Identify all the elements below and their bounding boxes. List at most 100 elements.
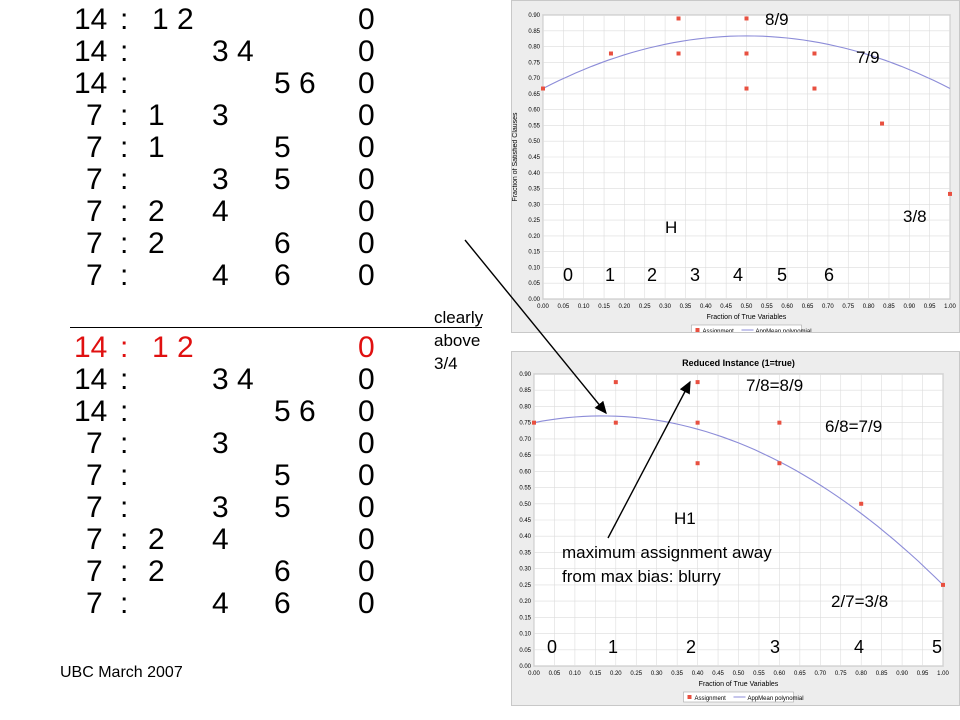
y-tick-label: 0.15 [519, 615, 531, 621]
clause-z: 0 [358, 3, 375, 36]
y-tick-label: 0.60 [519, 469, 531, 475]
top-chart-svg: 0.00 0.05 0.10 0.15 0.20 0.25 0.30 0.35 0.40 0.45… [512, 13, 956, 332]
chart-overlay-n4: 4 [854, 637, 865, 657]
clause-c: : [120, 195, 129, 228]
y-tick-label: 0.00 [528, 297, 540, 303]
chart-overlay-n1: 1 [605, 265, 616, 285]
y-tick-label: 0.50 [519, 502, 531, 508]
assignment-point [608, 51, 613, 56]
clause-c: : [120, 395, 129, 428]
chart-overlay-n3: 3 [770, 637, 781, 657]
y-tick-label: 0.70 [528, 76, 540, 82]
y-tick-label: 0.85 [528, 29, 540, 35]
clause-row: 14:1 2 0 [0, 2, 420, 38]
assignment-point [613, 380, 618, 385]
clause-w: 14 [74, 3, 108, 36]
clause-w: 7 [86, 587, 103, 620]
y-tick-label: 0.70 [519, 437, 531, 443]
clause-d: 5 [274, 459, 291, 492]
y-tick-label: 0.05 [528, 281, 540, 287]
clause-d: 5 [274, 491, 291, 524]
clause-b: 3 4 [212, 35, 254, 68]
x-tick-label: 0.95 [917, 671, 929, 677]
x-tick-label: 0.55 [761, 304, 773, 310]
legend-marker [695, 328, 700, 332]
y-tick-label: 0.65 [519, 453, 531, 459]
clause-w: 7 [86, 491, 103, 524]
clause-z: 0 [358, 523, 375, 556]
x-tick-label: 0.70 [822, 304, 834, 310]
clause-row: 7: 3 5 0 [0, 490, 420, 526]
x-tick-label: 0.80 [855, 671, 867, 677]
clause-z: 0 [358, 35, 375, 68]
chart-overlay-n2: 2 [686, 637, 697, 657]
assignment-point [676, 16, 681, 21]
appmean-polynomial-line [542, 35, 951, 89]
clause-c: : [120, 491, 129, 524]
x-tick-label: 0.15 [590, 671, 602, 677]
clause-c: : [120, 227, 129, 260]
y-tick-label: 0.55 [528, 123, 540, 129]
clause-w: 7 [86, 131, 103, 164]
clause-a: 2 [148, 555, 165, 588]
max-assignment-note-1: maximum assignment away [562, 543, 772, 562]
y-tick-label: 0.90 [519, 372, 531, 378]
x-tick-label: 0.90 [896, 671, 908, 677]
clause-w: 7 [86, 227, 103, 260]
clearly-above-note: clearly above 3/4 [434, 308, 484, 373]
y-tick-label: 0.50 [528, 139, 540, 145]
assignment-point [676, 51, 681, 56]
x-tick-label: 0.80 [863, 304, 875, 310]
assignment-point [777, 420, 782, 425]
clause-row: 7:2 4 0 [0, 522, 420, 558]
y-tick-label: 0.10 [519, 632, 531, 638]
clause-d: 5 [274, 131, 291, 164]
assignment-point [532, 420, 536, 425]
chart-overlay-n0: 0 [563, 265, 574, 285]
clause-z: 0 [358, 131, 375, 164]
clause-b: 3 [212, 99, 229, 132]
x-axis-label: Fraction of True Variables [699, 681, 779, 688]
clause-row: 14: 5 6 0 [0, 66, 420, 102]
bottom-chart: Reduced Instance (1=true) 0.00 0.05 0.10 0.1… [511, 351, 960, 706]
clause-w: 7 [86, 99, 103, 132]
clause-c: : [120, 163, 129, 196]
clause-z: 0 [358, 195, 375, 228]
x-tick-label: 0.75 [842, 304, 854, 310]
clause-w: 14 [74, 35, 108, 68]
clause-w: 7 [86, 259, 103, 292]
clause-b: 3 [212, 427, 229, 460]
x-tick-label: 0.40 [692, 671, 704, 677]
clause-z: 0 [358, 363, 375, 396]
clause-a: 1 [148, 131, 165, 164]
assignment-point [744, 86, 749, 91]
clause-c: : [120, 523, 129, 556]
chart-overlay-n2: 2 [647, 265, 658, 285]
y-tick-label: 0.10 [528, 265, 540, 271]
y-tick-label: 0.90 [528, 13, 540, 19]
chart-overlay-f68: 6/8=7/9 [825, 417, 883, 436]
clause-b: 4 [212, 523, 229, 556]
clause-row: 7:1 3 0 [0, 98, 420, 134]
assignment-point [859, 501, 864, 506]
clause-c: : [120, 99, 129, 132]
clause-c: : [120, 363, 129, 396]
x-tick-label: 1.00 [937, 671, 949, 677]
y-tick-label: 0.80 [519, 404, 531, 410]
chart-overlay-n6: 6 [824, 265, 835, 285]
clause-c: : [120, 259, 129, 292]
x-tick-label: 0.90 [903, 304, 915, 310]
chart-overlay-f79: 7/9 [856, 48, 880, 67]
y-tick-label: 0.15 [528, 250, 540, 256]
x-tick-label: 0.40 [700, 304, 712, 310]
x-tick-label: 0.60 [774, 671, 786, 677]
x-tick-label: 0.05 [549, 671, 561, 677]
clause-w: 14 [74, 395, 108, 428]
clause-z: 0 [358, 99, 375, 132]
bottom-chart-svg: Reduced Instance (1=true) 0.00 0.05 0.10 0.1… [519, 358, 949, 703]
x-tick-label: 0.35 [671, 671, 683, 677]
y-tick-label: 0.30 [528, 202, 540, 208]
x-tick-label: 0.50 [741, 304, 753, 310]
clause-row: 14: 3 4 0 [0, 362, 420, 398]
x-tick-label: 0.00 [537, 304, 549, 310]
